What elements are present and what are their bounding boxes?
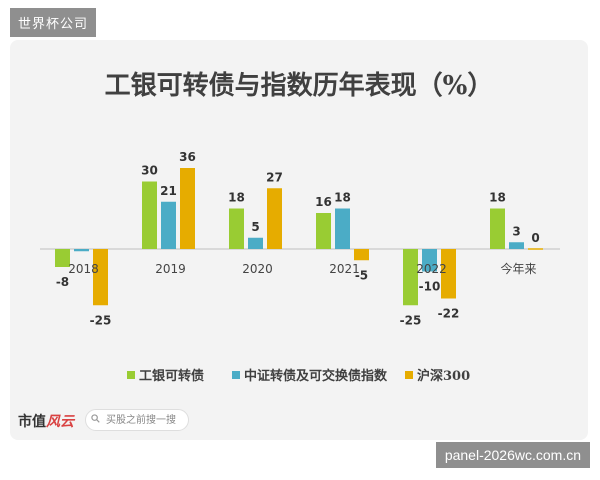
brand-logo-accent: 风云	[46, 414, 74, 430]
watermark-url: panel-2026wc.com.cn	[435, 442, 590, 468]
legend-label-2: 中证转债及可交换债指数	[244, 368, 388, 384]
bar-3-2	[267, 188, 282, 249]
data-label-1-1: 30	[141, 164, 158, 178]
legend-swatch-1	[127, 371, 135, 379]
legend-swatch-2	[232, 371, 240, 379]
bar-2-0	[74, 249, 89, 252]
footer-bar: 市值风云 买股之前搜一搜	[10, 405, 588, 440]
bars-layer	[55, 168, 543, 306]
bar-1-2	[229, 208, 244, 249]
search-placeholder: 买股之前搜一搜	[106, 415, 176, 426]
bar-2-2	[248, 237, 263, 249]
category-label-4: 2022	[416, 262, 447, 276]
data-label-1-4: -25	[400, 313, 422, 327]
data-label-3-3: -5	[355, 268, 368, 282]
category-label-5: 今年来	[500, 261, 536, 276]
data-label-2-4: -10	[419, 280, 441, 294]
legend-swatch-3	[405, 371, 413, 379]
data-label-2-1: 21	[160, 184, 177, 198]
search-input[interactable]: 买股之前搜一搜	[85, 409, 189, 431]
bar-2-5	[509, 242, 524, 249]
data-label-3-0: -25	[90, 313, 112, 327]
brand-logo-main: 市值	[18, 414, 46, 430]
legend-label-1: 工银可转债	[139, 368, 204, 384]
bar-1-5	[490, 208, 505, 249]
data-label-1-0: -8	[56, 275, 69, 289]
bar-1-3	[316, 213, 331, 249]
data-label-1-3: 16	[315, 195, 332, 209]
bar-1-1	[142, 181, 157, 249]
category-labels-layer: 2018 2019 2020 2021 2022 今年来	[68, 261, 536, 276]
data-label-2-2: 5	[251, 220, 259, 234]
data-label-3-2: 27	[266, 170, 283, 184]
category-label-0: 2018	[68, 262, 99, 276]
bar-2-4	[422, 249, 437, 272]
search-icon	[91, 414, 100, 423]
category-label-2: 2020	[242, 262, 273, 276]
data-label-2-5: 3	[512, 224, 520, 238]
bar-3-3	[354, 249, 369, 261]
data-label-2-3: 18	[334, 191, 351, 205]
bar-3-4	[441, 249, 456, 299]
data-label-3-5: 0	[531, 231, 539, 245]
bar-3-1	[180, 168, 195, 249]
category-label-1: 2019	[155, 262, 186, 276]
chart-title: 工银可转债与指数历年表现（%）	[105, 70, 494, 101]
bar-2-1	[161, 201, 176, 249]
bar-1-0	[55, 249, 70, 267]
bar-2-3	[335, 208, 350, 249]
brand-logo: 市值风云	[18, 411, 74, 431]
legend-label-3: 沪深300	[417, 368, 470, 384]
data-label-3-1: 36	[179, 150, 196, 164]
source-badge: 世界杯公司	[10, 8, 97, 37]
bar-3-5	[528, 248, 543, 250]
bar-3-0	[93, 249, 108, 306]
data-label-3-4: -22	[438, 307, 460, 321]
data-label-1-2: 18	[228, 191, 245, 205]
category-label-3: 2021	[329, 262, 360, 276]
bar-1-4	[403, 249, 418, 306]
data-label-1-5: 18	[489, 191, 506, 205]
legend: 工银可转债 中证转债及可交换债指数 沪深300	[127, 368, 470, 384]
